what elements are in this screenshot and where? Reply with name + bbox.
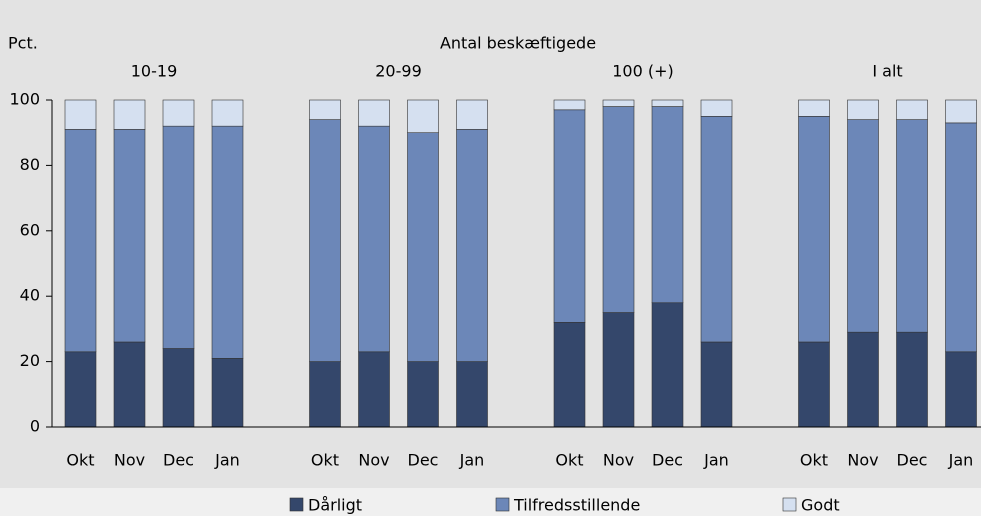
x-tick-label: Jan <box>459 451 485 470</box>
bar-segment <box>309 99 341 120</box>
x-tick-label: Jan <box>948 451 974 470</box>
y-tick-label: 20 <box>20 351 40 370</box>
bar-segment <box>798 116 830 343</box>
x-tick-label: Dec <box>897 451 928 470</box>
x-tick-label: Nov <box>603 451 634 470</box>
x-tick-label: Nov <box>358 451 389 470</box>
bar-segment <box>211 358 244 428</box>
bar-segment <box>798 99 830 117</box>
legend-label: Tilfredsstillende <box>513 496 640 515</box>
bar-segment <box>602 106 635 313</box>
y-tick-label: 100 <box>9 90 40 109</box>
legend-background <box>0 488 981 516</box>
bar-segment <box>113 129 146 343</box>
x-tick-label: Dec <box>163 451 194 470</box>
bar-segment <box>651 302 684 428</box>
x-tick-label: Nov <box>847 451 878 470</box>
bar-segment <box>113 341 146 428</box>
bar-segment <box>896 99 928 120</box>
bar-segment <box>847 119 879 333</box>
group-label: 10-19 <box>131 62 178 81</box>
x-tick-label: Jan <box>214 451 240 470</box>
chart-title: Antal beskæftigede <box>440 34 596 53</box>
bar-segment <box>896 331 928 428</box>
bar-segment <box>407 99 439 134</box>
bar-segment <box>358 125 390 353</box>
bar-segment <box>456 361 488 428</box>
bar-segment <box>64 129 97 353</box>
x-tick-label: Dec <box>652 451 683 470</box>
y-tick-label: 0 <box>30 417 40 436</box>
x-tick-label: Dec <box>408 451 439 470</box>
bar-segment <box>798 341 830 428</box>
x-tick-label: Nov <box>114 451 145 470</box>
y-tick-label: 80 <box>20 155 40 174</box>
bar-segment <box>309 119 341 362</box>
x-tick-label: Okt <box>311 451 339 470</box>
y-tick-label: 60 <box>20 220 40 239</box>
bar-segment <box>553 322 586 428</box>
bar-segment <box>113 99 146 130</box>
bar-segment <box>211 125 244 359</box>
bar-segment <box>358 99 390 127</box>
bar-segment <box>651 99 684 107</box>
bar-segment <box>553 99 586 111</box>
bar-segment <box>162 125 195 349</box>
bar-segment <box>847 99 879 120</box>
legend-label: Dårligt <box>308 496 362 515</box>
bar-segment <box>651 106 684 304</box>
bar-segment <box>553 109 586 323</box>
bar-segment <box>896 119 928 333</box>
bar-segment <box>162 348 195 428</box>
bar-segment <box>456 129 488 362</box>
bar-segment <box>945 99 977 124</box>
y-tick-label: 40 <box>20 286 40 305</box>
x-tick-label: Jan <box>703 451 729 470</box>
bar-segment <box>358 351 390 428</box>
y-axis-label: Pct. <box>8 34 38 53</box>
bar-segment <box>945 122 977 353</box>
x-tick-label: Okt <box>800 451 828 470</box>
bar-segment <box>847 331 879 428</box>
bar-segment <box>602 312 635 428</box>
legend-swatch <box>289 497 304 512</box>
x-tick-label: Okt <box>555 451 583 470</box>
group-label: I alt <box>872 62 902 81</box>
bar-segment <box>64 99 97 130</box>
bar-segment <box>945 351 977 428</box>
bar-segment <box>211 99 244 127</box>
bar-segment <box>309 361 341 428</box>
legend-swatch <box>495 497 510 512</box>
bar-segment <box>700 99 733 117</box>
group-label: 100 (+) <box>612 62 674 81</box>
bar-segment <box>407 132 439 362</box>
bar-segment <box>700 116 733 343</box>
bar-segment <box>602 99 635 107</box>
x-tick-label: Okt <box>66 451 94 470</box>
bar-segment <box>407 361 439 428</box>
bar-segment <box>700 341 733 428</box>
group-label: 20-99 <box>375 62 422 81</box>
bar-segment <box>162 99 195 127</box>
legend-swatch <box>782 497 797 512</box>
bar-segment <box>64 351 97 428</box>
bar-segment <box>456 99 488 130</box>
legend-label: Godt <box>801 496 840 515</box>
